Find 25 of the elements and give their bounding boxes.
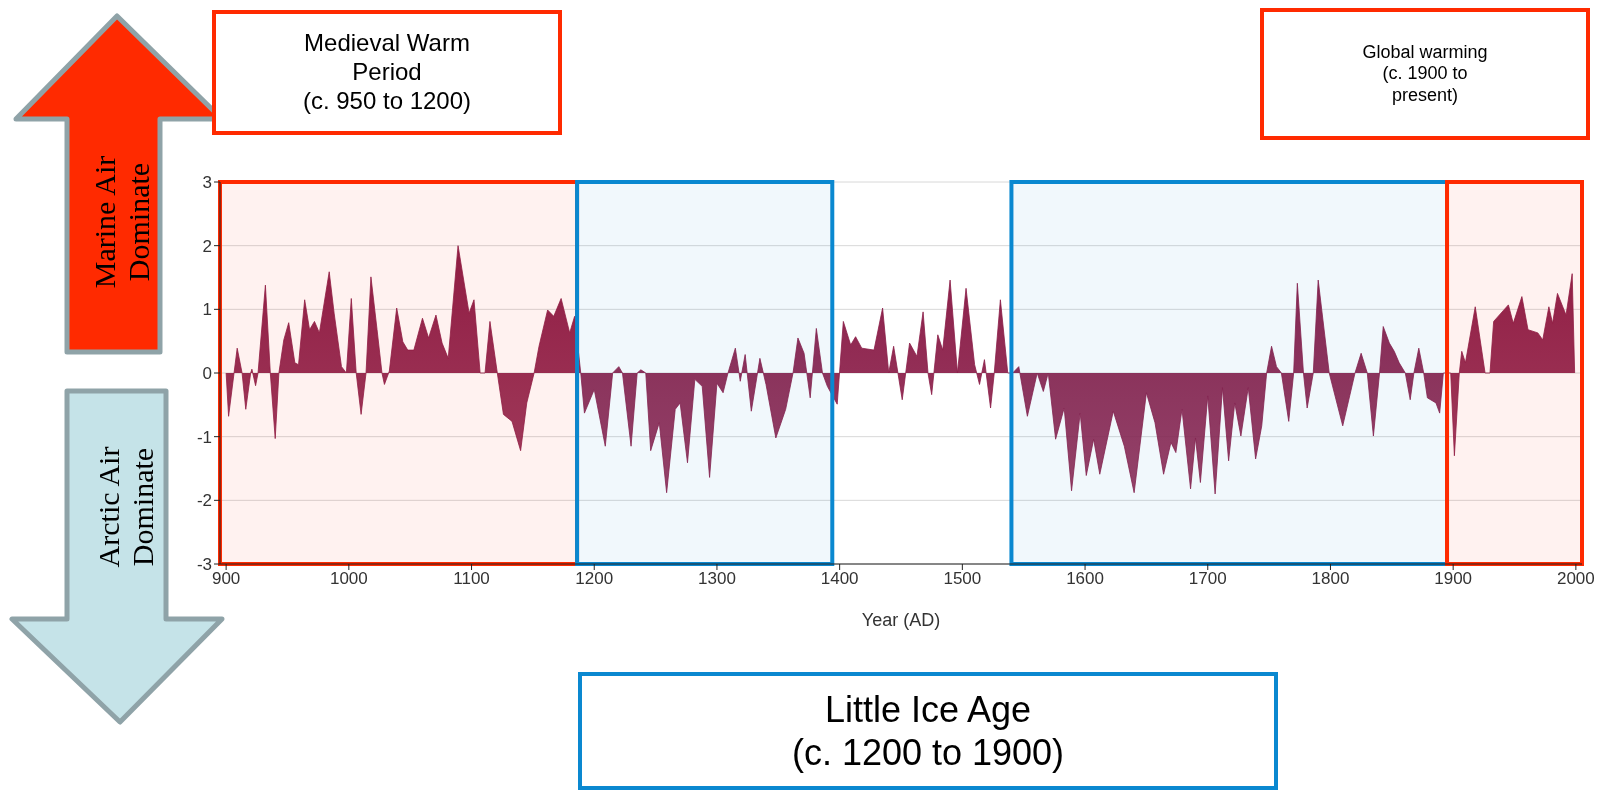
y-tick-label: -3 (196, 555, 212, 575)
y-tick-label: 3 (202, 173, 212, 193)
x-tick-label: 1700 (1188, 569, 1227, 589)
x-tick-label: 1900 (1434, 569, 1473, 589)
y-tick-label: 1 (202, 300, 212, 320)
x-tick-label: 1200 (575, 569, 614, 589)
text: Little Ice Age (c. 1200 to 1900) (578, 672, 1278, 790)
x-tick-label: 900 (211, 569, 241, 589)
text: Global warming (c. 1900 to present) (1260, 8, 1590, 140)
y-tick-label: -2 (196, 491, 212, 511)
x-tick-label: 1400 (820, 569, 859, 589)
y-tick-label: 2 (202, 236, 212, 256)
x-tick-label: 1300 (698, 569, 736, 589)
x-tick-label: 1600 (1066, 569, 1104, 589)
text: Marine Air Dominate (88, 155, 155, 289)
x-tick-label: 1500 (943, 569, 982, 589)
x-tick-label: 1100 (453, 569, 490, 589)
text: Arctic Air Dominate (92, 446, 159, 568)
y-tick-label: 0 (202, 364, 212, 384)
x-tick-label: 1000 (329, 569, 368, 589)
x-axis-title: Year (AD) (860, 610, 942, 631)
band-label: Medieval Warm Period (c. 950 to 1200) (212, 10, 562, 135)
x-tick-label: 2000 (1556, 569, 1595, 589)
x-tick-label: 1800 (1311, 569, 1350, 589)
y-tick-label: -1 (196, 427, 212, 447)
